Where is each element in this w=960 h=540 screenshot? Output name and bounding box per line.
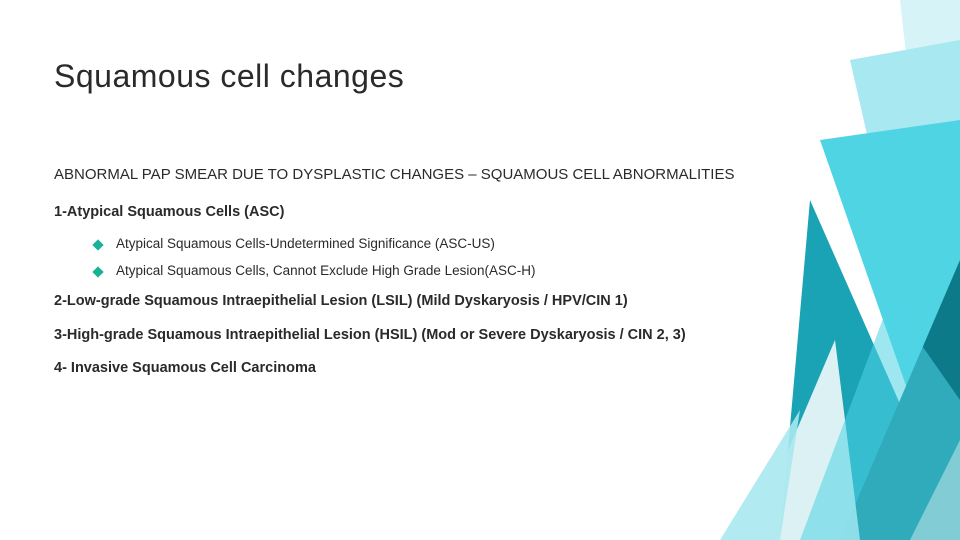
item-3: 3-High-grade Squamous Intraepithelial Le… — [54, 326, 754, 346]
subitem-text: Atypical Squamous Cells-Undetermined Sig… — [116, 236, 495, 251]
diamond-bullet-icon — [92, 239, 103, 250]
diamond-bullet-icon — [92, 266, 103, 277]
slide: Squamous cell changes ABNORMAL PAP SMEAR… — [0, 0, 960, 540]
subitem-text: Atypical Squamous Cells, Cannot Exclude … — [116, 263, 535, 278]
subitem-group: Atypical Squamous Cells-Undetermined Sig… — [94, 236, 754, 278]
item-4: 4- Invasive Squamous Cell Carcinoma — [54, 359, 754, 379]
content-area: Squamous cell changes ABNORMAL PAP SMEAR… — [54, 58, 754, 393]
item-2: 2-Low-grade Squamous Intraepithelial Les… — [54, 292, 754, 312]
slide-subtitle: ABNORMAL PAP SMEAR DUE TO DYSPLASTIC CHA… — [54, 165, 754, 185]
slide-title: Squamous cell changes — [54, 58, 754, 95]
subitem-2: Atypical Squamous Cells, Cannot Exclude … — [94, 263, 754, 278]
item-1: 1-Atypical Squamous Cells (ASC) — [54, 203, 754, 223]
subitem-1: Atypical Squamous Cells-Undetermined Sig… — [94, 236, 754, 251]
